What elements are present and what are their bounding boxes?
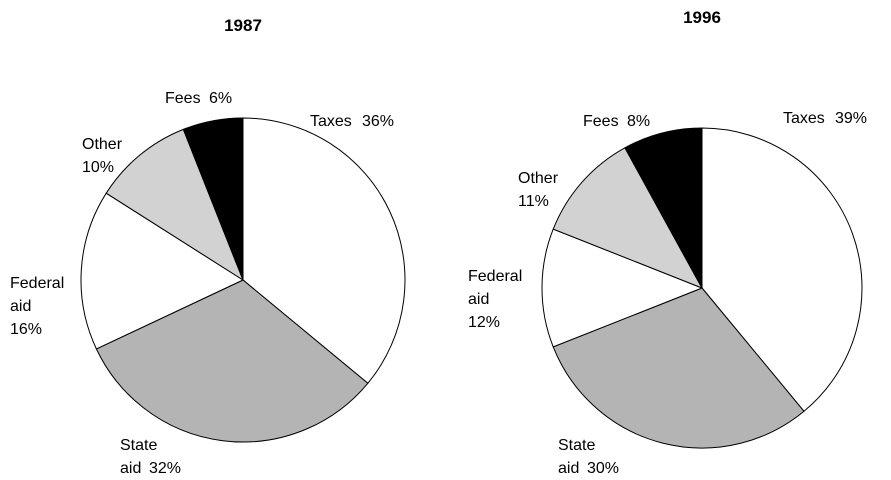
slice-value-label: 10% <box>82 159 114 176</box>
pie-slice <box>80 192 245 350</box>
pie-slice <box>182 117 244 281</box>
slice-value-label: 12% <box>468 314 500 331</box>
slice-value-label: 6% <box>209 90 232 107</box>
slice-value-label: 30% <box>587 460 619 477</box>
pie-slice <box>95 279 369 443</box>
slice-value-label: 36% <box>362 113 394 130</box>
slice-value-label: 32% <box>149 460 181 477</box>
slice-label: Federal aid <box>10 275 64 315</box>
slice-value-label: 39% <box>835 110 867 127</box>
pie-slice <box>541 228 704 348</box>
pie-slice <box>552 147 704 289</box>
slice-label: Federal aid <box>468 268 522 308</box>
chart-title: 1987 <box>224 16 262 35</box>
slice-value-label: 11% <box>518 193 549 210</box>
pie-slice <box>242 117 406 384</box>
slice-label: Taxes <box>783 110 825 127</box>
pie-slice <box>552 287 805 449</box>
chart-title: 1996 <box>683 8 721 27</box>
slice-label: Fees <box>583 113 619 130</box>
slice-label: Other <box>82 136 123 153</box>
slice-label: State aid <box>120 437 157 477</box>
pie-slice <box>701 127 863 412</box>
slice-label: Fees <box>165 90 201 107</box>
slice-value-label: 8% <box>627 113 650 130</box>
pie-slice <box>105 128 245 282</box>
pie-slice <box>624 127 703 289</box>
slice-label: Other <box>518 170 559 187</box>
slice-label: State aid <box>558 437 595 477</box>
slice-label: Taxes <box>310 113 352 130</box>
slice-value-label: 16% <box>10 321 42 338</box>
